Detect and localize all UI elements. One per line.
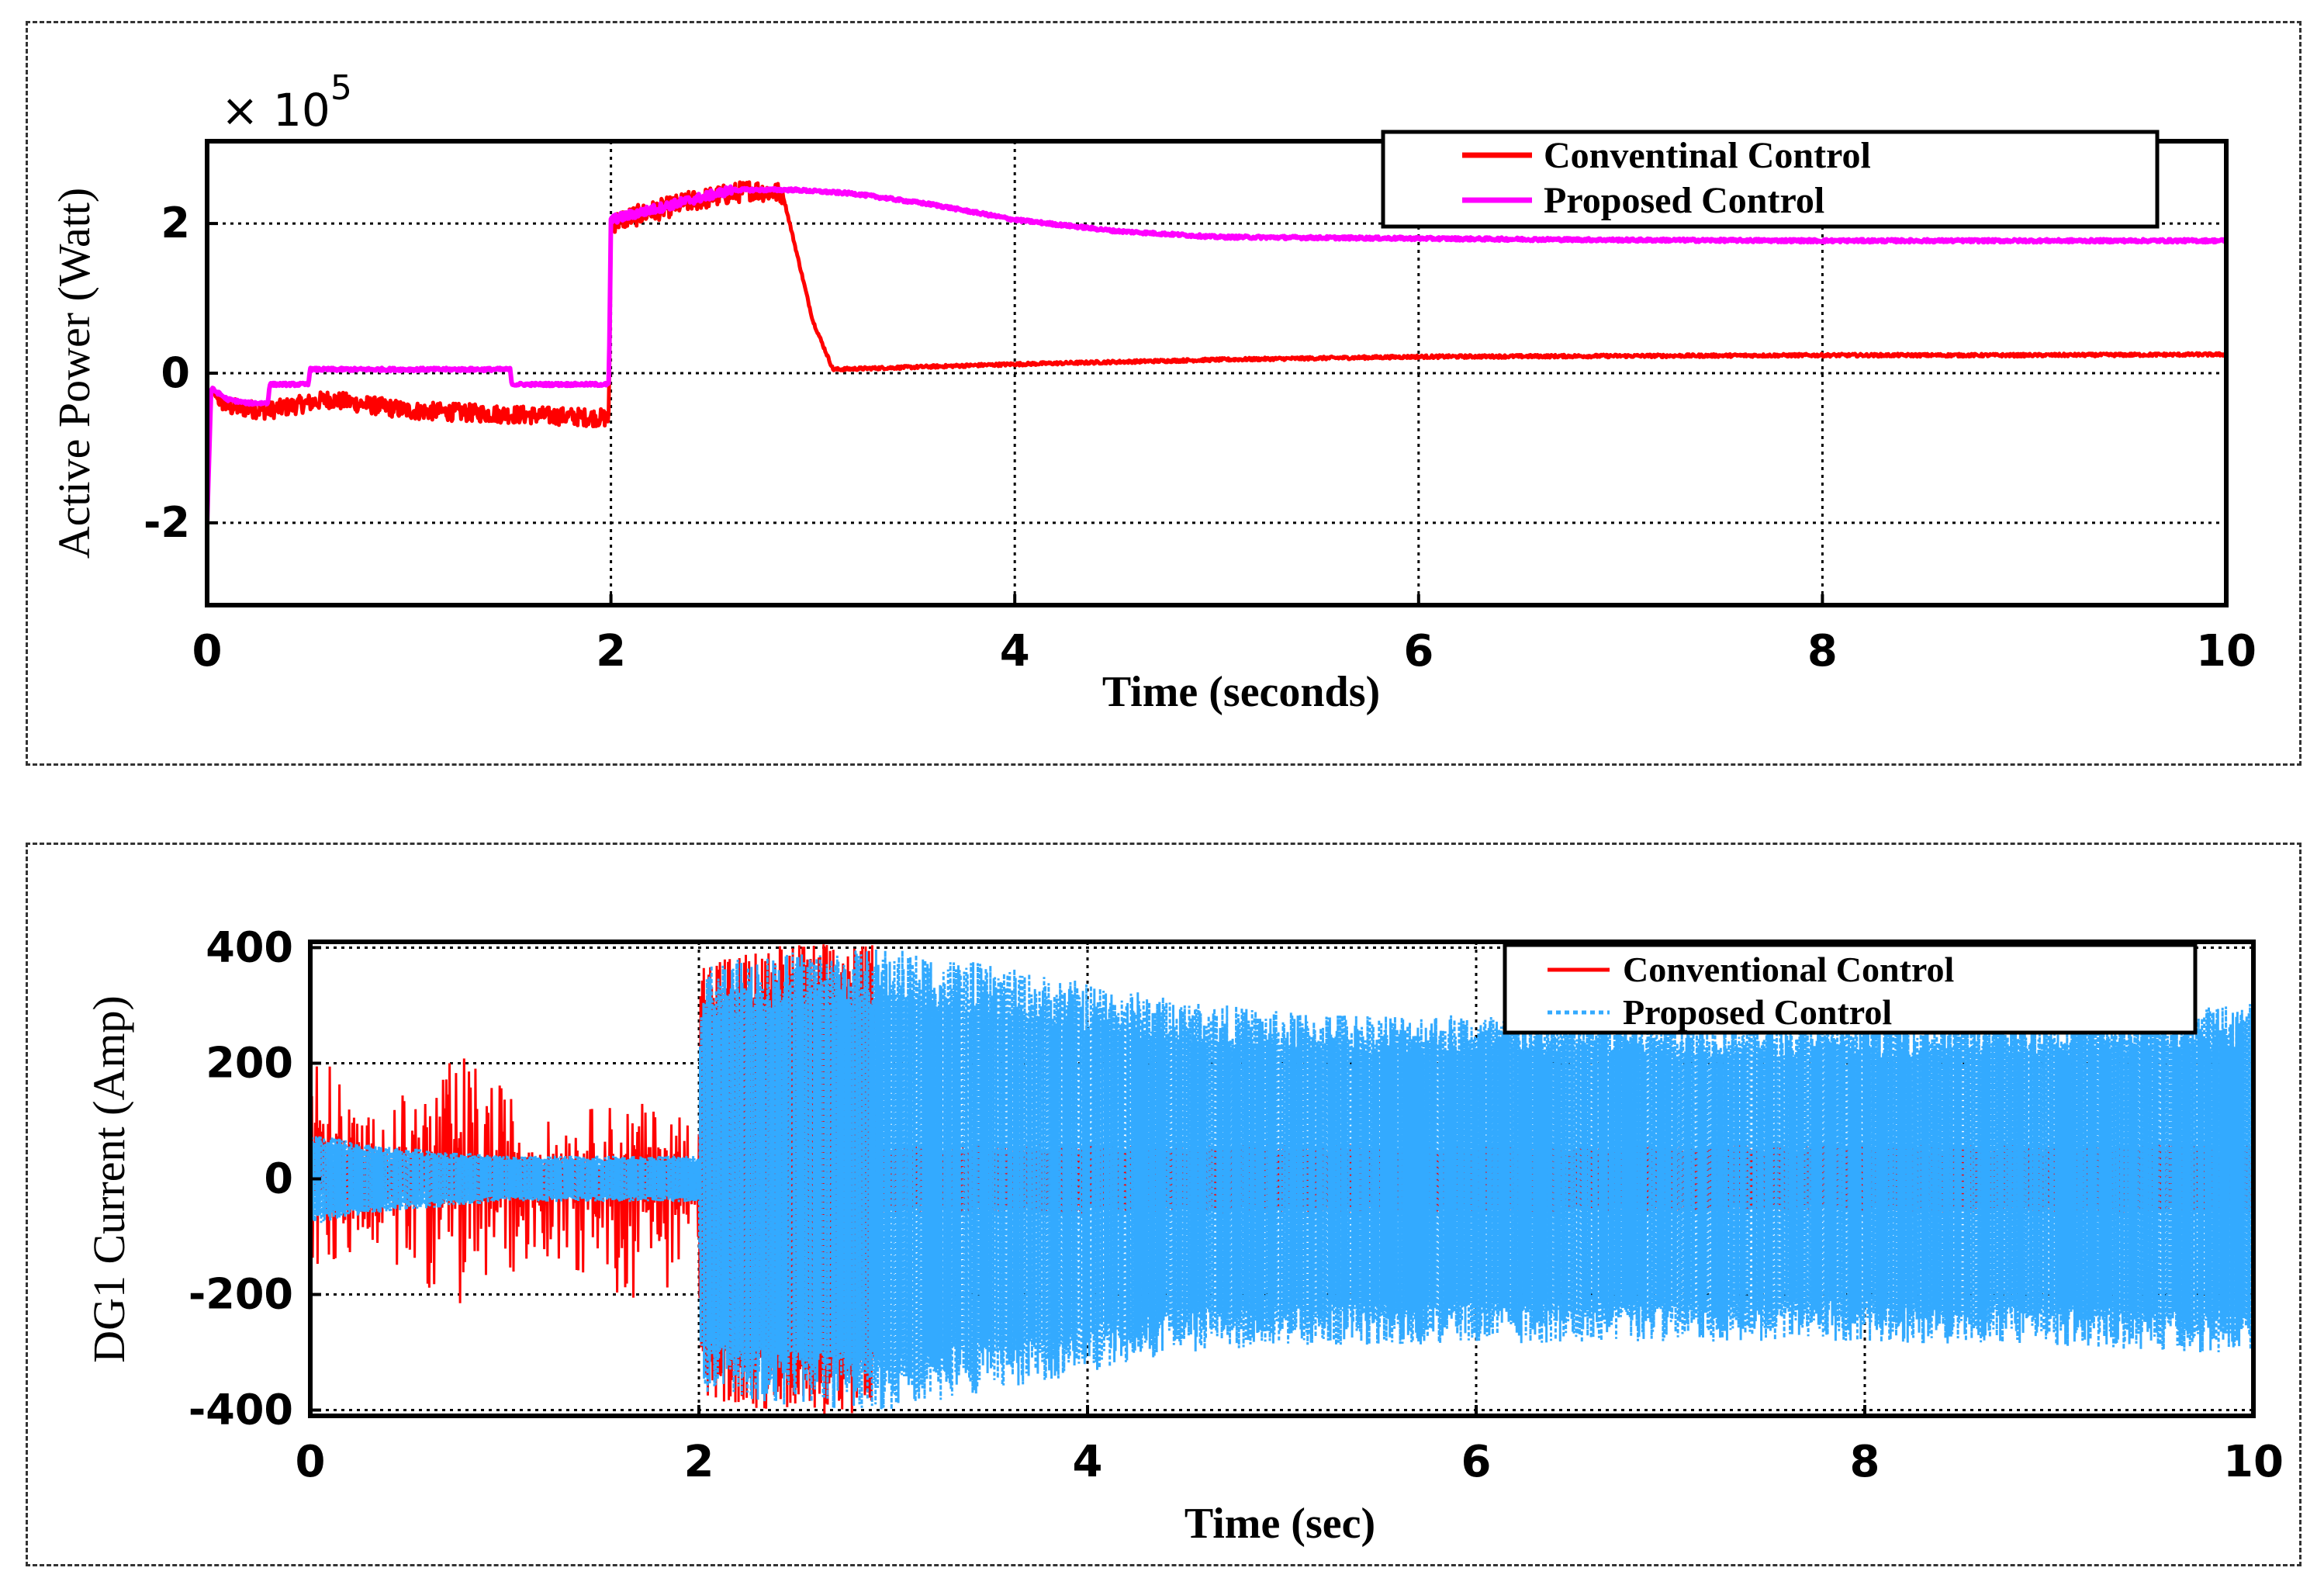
legend-label-conventional: Conventional Control (1623, 950, 1954, 989)
x-tick-labels: 0 2 4 6 8 10 (192, 594, 2257, 677)
x-tick-label: 8 (1850, 1437, 1880, 1487)
series-group (205, 180, 2228, 524)
y-tick-labels: -2 0 2 (144, 199, 218, 547)
x-tick-label: 2 (684, 1437, 714, 1487)
y-tick-label: -400 (188, 1386, 293, 1434)
legend: Conventinal Control Proposed Control (1381, 130, 2160, 229)
y-axis-multiplier: × 105 (221, 68, 352, 137)
active-power-chart: 0 2 4 6 8 10 -2 0 2 × 105 Time (seconds) Active… (49, 68, 2257, 716)
legend-label-conventional: Conventinal Control (1544, 135, 1871, 176)
legend-box (1381, 130, 2160, 229)
legend-label-proposed: Proposed Control (1544, 180, 1824, 221)
x-tick-label: 0 (192, 626, 223, 677)
x-tick-label: 4 (1073, 1437, 1103, 1487)
series-line-proposed (309, 949, 2255, 1410)
legend: Conventional Control Proposed Control (1503, 943, 2198, 1035)
x-tick-label: 2 (596, 626, 626, 677)
series-group (309, 944, 2255, 1414)
active-power-panel (26, 21, 2302, 766)
x-tick-label: 0 (296, 1437, 326, 1487)
x-tick-label: 6 (1461, 1437, 1492, 1487)
y-axis-label: Active Power (Watt) (49, 188, 99, 559)
y-tick-label: -2 (144, 498, 190, 547)
x-axis-label: Time (sec) (1184, 1500, 1375, 1548)
grid (207, 141, 2226, 605)
x-axis-label: Time (seconds) (1102, 668, 1380, 716)
y-tick-label: 0 (264, 1154, 293, 1203)
y-axis-label: DG1 Current (Amp) (84, 995, 134, 1363)
y-tick-label: 0 (161, 348, 190, 397)
legend-box (1503, 943, 2198, 1035)
dg1-current-panel (26, 843, 2302, 1566)
x-tick-labels: 0 2 4 6 8 10 (296, 1405, 2284, 1487)
x-tick-label: 8 (1807, 626, 1838, 677)
x-tick-label: 6 (1403, 626, 1433, 677)
y-tick-label: -200 (188, 1270, 293, 1319)
series-line-proposed (205, 184, 2228, 524)
x-tick-label: 10 (2223, 1437, 2284, 1487)
y-tick-label: 200 (206, 1038, 293, 1087)
x-tick-label: 10 (2196, 626, 2257, 677)
y-tick-label: 2 (161, 199, 190, 247)
x-tick-label: 4 (1000, 626, 1030, 677)
y-tick-label: 400 (206, 922, 293, 971)
series-line-conventional (205, 180, 2228, 523)
dg1-current-chart: 0 2 4 6 8 10 -400 -200 0 200 400 Time (sec) DG1 C… (84, 922, 2284, 1548)
legend-label-proposed: Proposed Control (1623, 992, 1892, 1032)
y-tick-labels: -400 -200 0 200 400 (188, 922, 321, 1434)
